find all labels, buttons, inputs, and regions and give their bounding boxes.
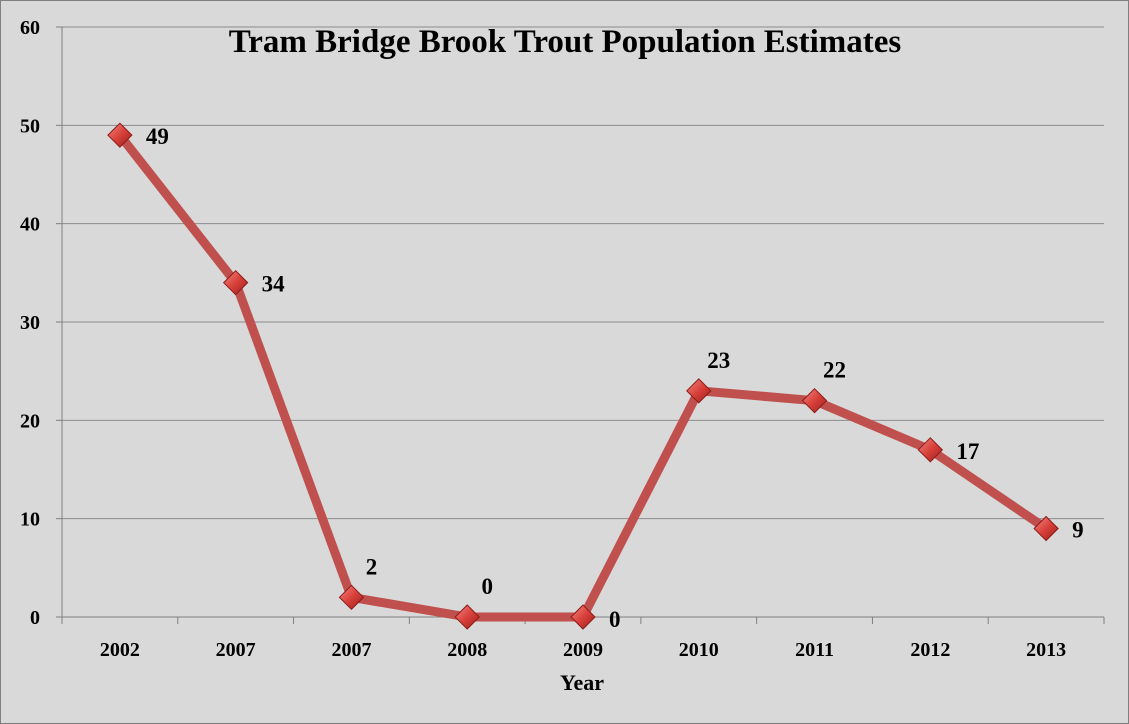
- data-label: 34: [262, 272, 286, 297]
- data-point-marker: [1033, 515, 1059, 542]
- data-label: 49: [146, 124, 169, 149]
- data-points: [107, 122, 1059, 630]
- data-label: 2: [366, 554, 378, 579]
- y-tick-label: 0: [30, 607, 40, 629]
- y-tick-label: 10: [20, 509, 40, 531]
- data-label: 23: [707, 348, 730, 373]
- data-point-marker: [222, 269, 249, 296]
- x-tick-label: 2007: [331, 639, 371, 661]
- x-tick-label: 2011: [795, 639, 834, 661]
- x-tick-label: 2008: [447, 639, 487, 661]
- gridlines: [62, 26, 1104, 520]
- data-point-marker: [801, 387, 828, 414]
- data-point-marker: [338, 584, 365, 611]
- x-axis-title: Year: [560, 670, 604, 695]
- data-labels: 49 34 2 0 0 23 22 17 9: [146, 124, 1084, 632]
- data-label: 0: [609, 607, 621, 632]
- y-tick-label: 40: [20, 214, 40, 236]
- x-tick-label: 2010: [679, 639, 719, 661]
- data-label: 22: [823, 358, 846, 383]
- y-tick-label: 50: [20, 115, 40, 137]
- data-label: 0: [481, 574, 493, 599]
- data-point-marker: [570, 604, 596, 630]
- y-tick-label: 20: [20, 410, 40, 432]
- data-point-marker: [686, 378, 712, 404]
- x-tick-label: 2012: [910, 639, 950, 661]
- x-tick-label: 2002: [100, 639, 140, 661]
- data-label: 9: [1072, 518, 1084, 543]
- series-line: [115, 130, 1051, 622]
- x-tick-label: 2013: [1026, 639, 1066, 661]
- chart-title: Tram Bridge Brook Trout Population Estim…: [229, 24, 902, 60]
- data-point-marker: [454, 604, 480, 630]
- data-point-marker: [107, 122, 133, 148]
- data-point-marker: [917, 437, 944, 463]
- x-tick-label: 2009: [563, 639, 603, 661]
- series-line-layer: [115, 130, 1051, 622]
- y-tick-label: 30: [20, 312, 40, 334]
- x-tick-label: 2007: [216, 639, 256, 661]
- data-label: 17: [956, 439, 979, 464]
- y-tick-label: 60: [20, 17, 40, 39]
